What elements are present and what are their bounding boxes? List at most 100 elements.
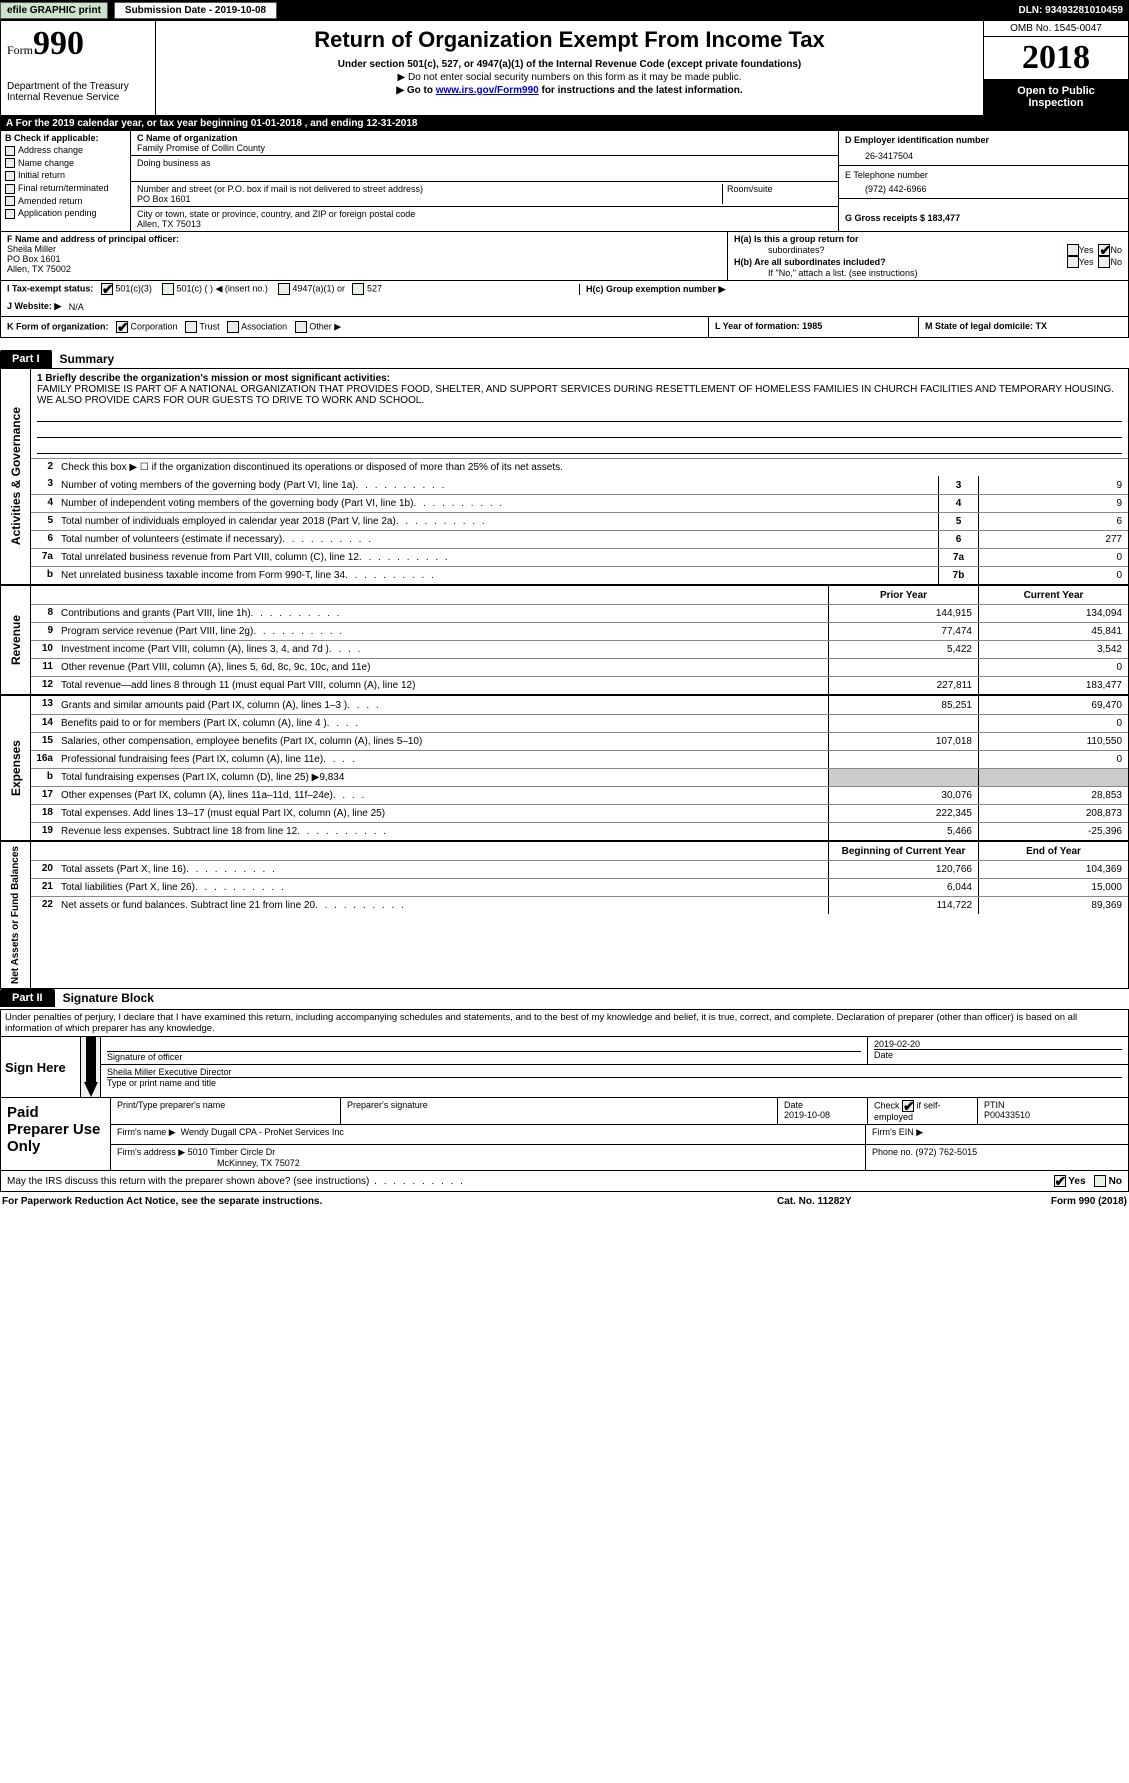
line-21: Total liabilities (Part X, line 26) (57, 879, 828, 896)
paid-preparer-label: Paid Preparer Use Only (1, 1098, 111, 1170)
line-2: Check this box ▶ ☐ if the organization d… (57, 459, 1128, 476)
check-hb-yes[interactable] (1067, 256, 1079, 268)
street-address: PO Box 1601 (137, 194, 722, 204)
line-9: Program service revenue (Part VIII, line… (57, 623, 828, 640)
line-7b: Net unrelated business taxable income fr… (57, 567, 938, 584)
ein: 26-3417504 (845, 145, 1122, 161)
hdr-end: End of Year (978, 842, 1128, 860)
check-ha-yes[interactable] (1067, 244, 1079, 256)
line-3: Number of voting members of the governin… (57, 476, 938, 494)
org-name: Family Promise of Collin County (137, 143, 832, 153)
check-name-change[interactable]: Name change (5, 158, 126, 169)
section-b: B Check if applicable: Address change Na… (1, 131, 131, 231)
sign-arrow-icon (81, 1037, 101, 1097)
side-expenses: Expenses (1, 696, 31, 840)
section-d-e-g: D Employer identification number 26-3417… (838, 131, 1128, 231)
efile-button[interactable]: efile GRAPHIC print (0, 2, 108, 19)
part-1-header: Part I Summary (0, 350, 1129, 368)
city-state-zip: Allen, TX 75013 (137, 219, 832, 229)
line-8: Contributions and grants (Part VIII, lin… (57, 605, 828, 622)
officer-name: Sheila Miller Executive Director (107, 1067, 1122, 1077)
row-a-taxyear: A For the 2019 calendar year, or tax yea… (0, 116, 1129, 131)
ptin: P00433510 (984, 1110, 1030, 1120)
side-governance: Activities & Governance (1, 369, 31, 584)
row-i-tax-exempt: I Tax-exempt status: 501(c)(3) 501(c) ( … (0, 281, 1129, 297)
check-amended[interactable]: Amended return (5, 196, 126, 207)
check-hb-no[interactable] (1098, 256, 1110, 268)
footer: For Paperwork Reduction Act Notice, see … (0, 1192, 1129, 1211)
firm-phone: Phone no. (972) 762-5015 (866, 1145, 1128, 1170)
subtitle-3: ▶ Go to www.irs.gov/Form990 for instruct… (162, 85, 977, 96)
part-1-body: Activities & Governance 1 Briefly descri… (0, 368, 1129, 989)
form-title: Return of Organization Exempt From Incom… (162, 27, 977, 53)
line-18: Total expenses. Add lines 13–17 (must eq… (57, 805, 828, 822)
perjury-declaration: Under penalties of perjury, I declare th… (1, 1010, 1128, 1036)
line-12: Total revenue—add lines 8 through 11 (mu… (57, 677, 828, 694)
omb-number: OMB No. 1545-0047 (984, 21, 1128, 37)
check-4947[interactable] (278, 283, 290, 295)
firm-ein: Firm's EIN ▶ (866, 1125, 1128, 1144)
section-h: H(a) Is this a group return for subordin… (728, 232, 1128, 280)
line-14: Benefits paid to or for members (Part IX… (57, 715, 828, 732)
phone: (972) 442-6966 (845, 180, 1122, 194)
state-domicile: M State of legal domicile: TX (918, 317, 1128, 337)
check-trust[interactable] (185, 321, 197, 333)
line-15: Salaries, other compensation, employee b… (57, 733, 828, 750)
line-7a: Total unrelated business revenue from Pa… (57, 549, 938, 566)
check-527[interactable] (352, 283, 364, 295)
line-17: Other expenses (Part IX, column (A), lin… (57, 787, 828, 804)
tax-year: 2018 (984, 37, 1128, 79)
check-other[interactable] (295, 321, 307, 333)
dln: DLN: 93493281010459 (1012, 3, 1129, 18)
room-suite: Room/suite (722, 184, 832, 204)
submission-date: Submission Date - 2019-10-08 (114, 2, 277, 19)
hdr-beginning: Beginning of Current Year (828, 842, 978, 860)
top-bar: efile GRAPHIC print Submission Date - 20… (0, 0, 1129, 20)
year-formation: L Year of formation: 1985 (708, 317, 918, 337)
subtitle-1: Under section 501(c), 527, or 4947(a)(1)… (162, 59, 977, 70)
check-ha-no[interactable] (1098, 244, 1110, 256)
side-netassets: Net Assets or Fund Balances (1, 842, 31, 988)
line-11: Other revenue (Part VIII, column (A), li… (57, 659, 828, 676)
check-self-employed[interactable] (902, 1100, 914, 1112)
check-final-return[interactable]: Final return/terminated (5, 183, 126, 194)
check-501c3[interactable] (101, 283, 113, 295)
line-16a: Professional fundraising fees (Part IX, … (57, 751, 828, 768)
block-b-c-d: B Check if applicable: Address change Na… (0, 131, 1129, 232)
check-discuss-no[interactable] (1094, 1175, 1106, 1187)
hdr-current-year: Current Year (978, 586, 1128, 604)
check-application-pending[interactable]: Application pending (5, 208, 126, 219)
check-discuss-yes[interactable] (1054, 1175, 1066, 1187)
irs-link[interactable]: www.irs.gov/Form990 (436, 85, 539, 96)
irs: Internal Revenue Service (7, 92, 149, 103)
gross-receipts: G Gross receipts $ 183,477 (839, 199, 1128, 229)
line-6: Total number of volunteers (estimate if … (57, 531, 938, 548)
line-20: Total assets (Part X, line 16) (57, 861, 828, 878)
section-c: C Name of organization Family Promise of… (131, 131, 838, 231)
line-10: Investment income (Part VIII, column (A)… (57, 641, 828, 658)
subtitle-2: ▶ Do not enter social security numbers o… (162, 72, 977, 83)
dept-treasury: Department of the Treasury (7, 81, 149, 92)
signature-block: Under penalties of perjury, I declare th… (0, 1009, 1129, 1171)
open-inspection: Open to PublicInspection (984, 79, 1128, 115)
row-j-website: J Website: ▶ N/A (0, 297, 1129, 317)
line-19: Revenue less expenses. Subtract line 18 … (57, 823, 828, 840)
check-501c[interactable] (162, 283, 174, 295)
line-4: Number of independent voting members of … (57, 495, 938, 512)
check-address-change[interactable]: Address change (5, 145, 126, 156)
hdr-prior-year: Prior Year (828, 586, 978, 604)
check-assoc[interactable] (227, 321, 239, 333)
form-header: Form990 Department of the Treasury Inter… (0, 20, 1129, 116)
check-initial-return[interactable]: Initial return (5, 170, 126, 181)
part-2-header: Part II Signature Block (0, 989, 1129, 1007)
line-5: Total number of individuals employed in … (57, 513, 938, 530)
firm-name: Wendy Dugall CPA - ProNet Services Inc (181, 1127, 344, 1137)
line-16b: Total fundraising expenses (Part IX, col… (57, 769, 828, 786)
side-revenue: Revenue (1, 586, 31, 694)
sig-date: 2019-02-20 (874, 1039, 1122, 1049)
section-hc: H(c) Group exemption number ▶ (579, 284, 1122, 295)
check-corp[interactable] (116, 321, 128, 333)
irs-discuss-row: May the IRS discuss this return with the… (0, 1171, 1129, 1192)
form-number: Form990 (7, 25, 149, 63)
mission: 1 Briefly describe the organization's mi… (31, 369, 1128, 458)
